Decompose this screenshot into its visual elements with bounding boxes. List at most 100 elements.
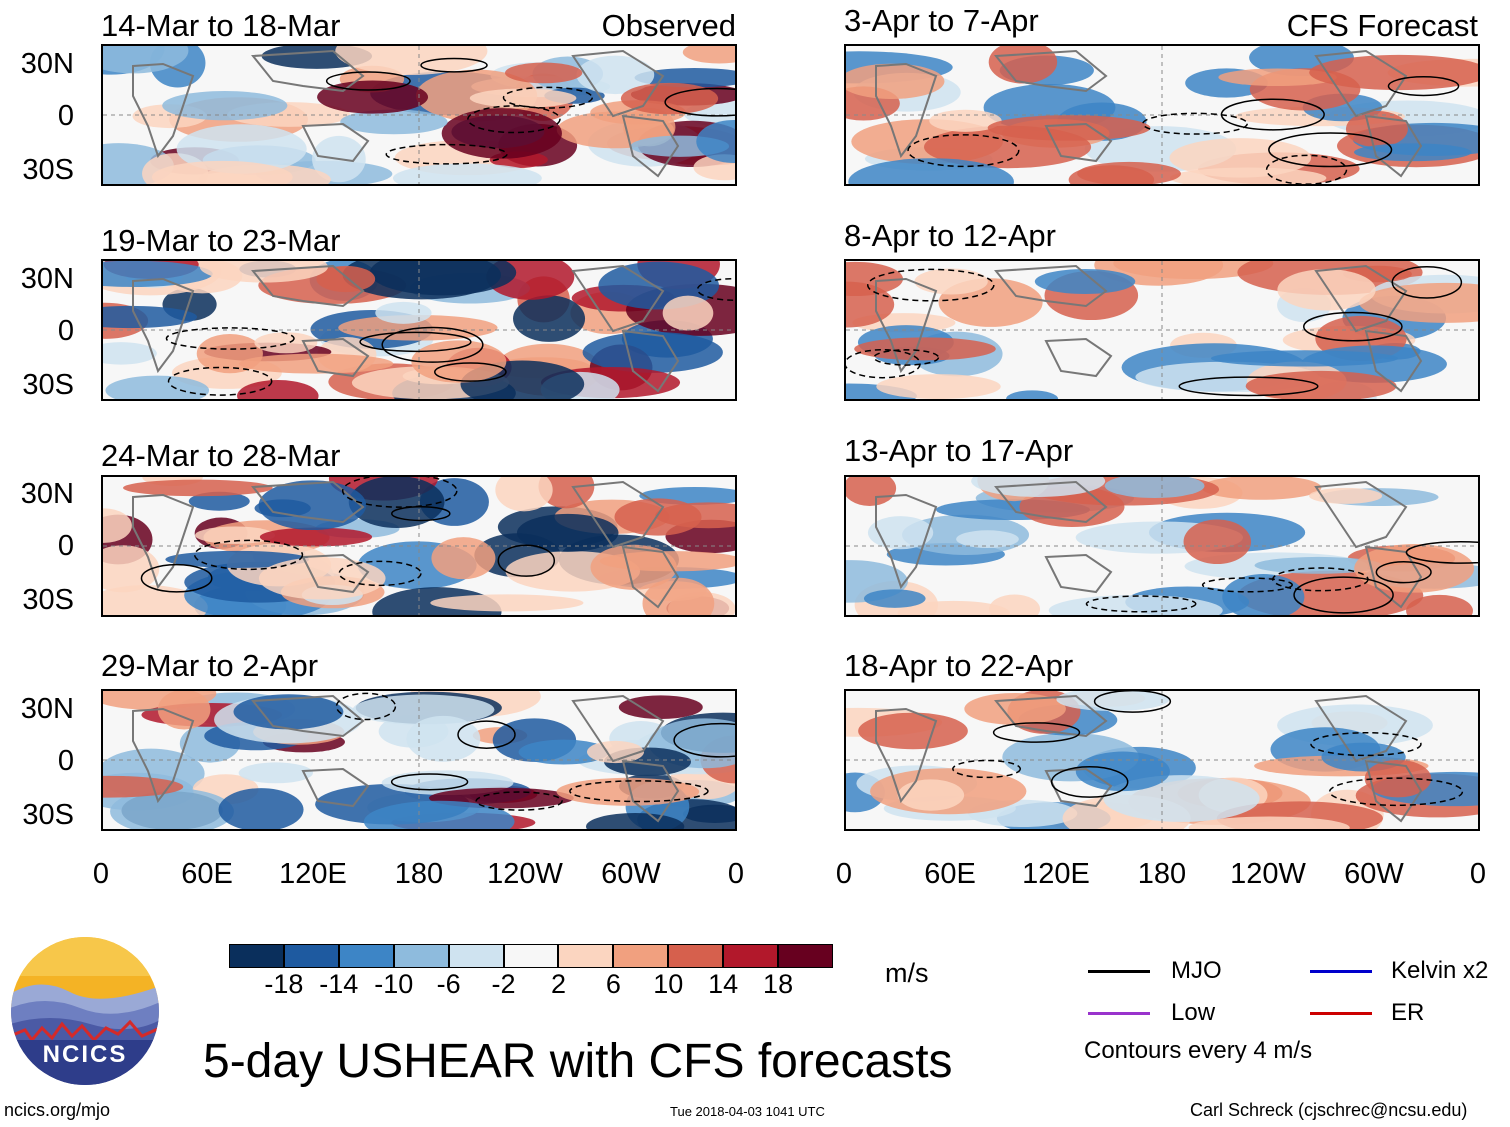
- colorbar-swatch: [338, 944, 394, 968]
- anomaly-region: [258, 480, 367, 531]
- mjo-contour: [1268, 132, 1393, 168]
- colorbar-tick-label: 6: [605, 969, 621, 999]
- anomaly-region: [876, 374, 1001, 399]
- mjo-contour: [325, 71, 411, 91]
- anomaly-region: [1201, 477, 1322, 500]
- colorbar-tick-label: -18: [264, 969, 304, 999]
- anomaly-region: [199, 261, 328, 283]
- anomaly-region: [556, 777, 700, 806]
- mjo-contour: [457, 720, 516, 749]
- anomaly-region: [335, 46, 488, 75]
- coastline: [1364, 114, 1423, 178]
- anomaly-region: [516, 513, 619, 552]
- forecast-panel-title: 18-Apr to 22-Apr: [844, 648, 1074, 683]
- coastline: [994, 264, 1108, 308]
- lat-label: 0: [57, 315, 74, 347]
- anomaly-region: [316, 265, 376, 293]
- anomaly-region: [1104, 477, 1205, 498]
- coastline: [251, 480, 365, 524]
- lat-label: 0: [57, 745, 74, 777]
- anomaly-region: [513, 295, 586, 342]
- anomaly-region: [854, 337, 996, 361]
- legend-label-mjo: MJO: [1171, 957, 1222, 984]
- anomaly-region: [1354, 544, 1475, 593]
- anomaly-region: [956, 530, 1019, 549]
- legend-line-kelvin: [1310, 970, 1372, 973]
- anomaly-region: [682, 46, 735, 64]
- anomaly-region: [897, 779, 965, 811]
- coastline: [251, 694, 365, 738]
- colorbar-tick-label: -10: [374, 969, 414, 999]
- anomaly-region: [239, 353, 394, 374]
- anomaly-region: [103, 305, 198, 329]
- coastline: [1044, 122, 1113, 163]
- anomaly-region: [846, 63, 945, 100]
- observed-panel-title: 14-Mar to 18-Mar: [101, 8, 341, 43]
- coastline: [1044, 337, 1113, 378]
- mjo-contour: [390, 773, 469, 791]
- anomaly-region: [1309, 487, 1383, 504]
- anomaly-region: [430, 594, 584, 612]
- lat-label: 30N: [20, 478, 74, 510]
- anomaly-region: [254, 332, 318, 354]
- forecast-column-tag: CFS Forecast: [1286, 8, 1478, 43]
- anomaly-region: [518, 739, 609, 765]
- coastline: [251, 264, 365, 308]
- anomaly-region: [1056, 691, 1170, 711]
- forecast-panel-title: 13-Apr to 17-Apr: [844, 433, 1074, 468]
- anomaly-region: [505, 62, 583, 84]
- colorbar-tick-label: 2: [550, 969, 566, 999]
- forecast-map-panel: [844, 475, 1480, 617]
- anomaly-region: [103, 545, 160, 593]
- anomaly-region: [538, 477, 595, 509]
- anomaly-region: [237, 379, 319, 399]
- lon-label: 180: [1137, 858, 1187, 890]
- observed-column-tag: Observed: [601, 8, 736, 43]
- anomaly-region: [392, 163, 542, 184]
- coastline: [571, 480, 665, 549]
- anomaly-region: [696, 119, 735, 163]
- colorbar-swatch: [668, 944, 724, 968]
- forecast-panel-title: 8-Apr to 12-Apr: [844, 218, 1056, 253]
- colorbar-swatch: [503, 944, 559, 968]
- colorbar-tick-label: -14: [319, 969, 359, 999]
- coastline: [301, 122, 370, 163]
- lat-label: 30N: [20, 263, 74, 295]
- colorbar: [229, 944, 833, 968]
- lon-label: 60W: [601, 858, 661, 890]
- coastline: [621, 329, 680, 393]
- coastline: [875, 62, 938, 159]
- colorbar-tick-label: -2: [491, 969, 516, 999]
- mjo-contour: [1391, 266, 1463, 299]
- lat-label: 30S: [22, 369, 74, 401]
- mjo-contour: [1201, 577, 1293, 593]
- anomaly-region: [642, 577, 715, 615]
- mjo-contour: [1405, 541, 1478, 564]
- coastline: [875, 707, 938, 804]
- anomaly-region: [1218, 68, 1337, 87]
- lon-label: 180: [394, 858, 444, 890]
- mjo-contour: [338, 560, 422, 587]
- mjo-contour: [1085, 595, 1197, 613]
- lat-label: 30S: [22, 799, 74, 831]
- mjo-contour: [335, 692, 397, 721]
- coastline: [621, 545, 680, 609]
- observed-map-panel: [101, 259, 737, 401]
- colorbar-swatch: [723, 944, 779, 968]
- website-link[interactable]: ncics.org/mjo: [4, 1100, 111, 1120]
- colorbar-tick-label: 10: [653, 969, 684, 999]
- colorbar-tick-label: 14: [708, 969, 739, 999]
- anomaly-region: [103, 261, 213, 287]
- legend-label-er: ER: [1391, 999, 1425, 1026]
- anomaly-region: [103, 775, 184, 798]
- mjo-contour: [475, 791, 563, 811]
- observed-panel-title: 29-Mar to 2-Apr: [101, 648, 319, 683]
- forecast-map-panel: [844, 44, 1480, 186]
- anomaly-region: [110, 788, 234, 829]
- colorbar-swatch: [613, 944, 669, 968]
- coastline: [132, 493, 195, 590]
- credit: Carl Schreck (cjschrec@ncsu.edu): [1190, 1100, 1468, 1120]
- colorbar-tick-label: -6: [436, 969, 461, 999]
- lon-label: 0: [727, 858, 745, 890]
- anomaly-region: [495, 477, 553, 512]
